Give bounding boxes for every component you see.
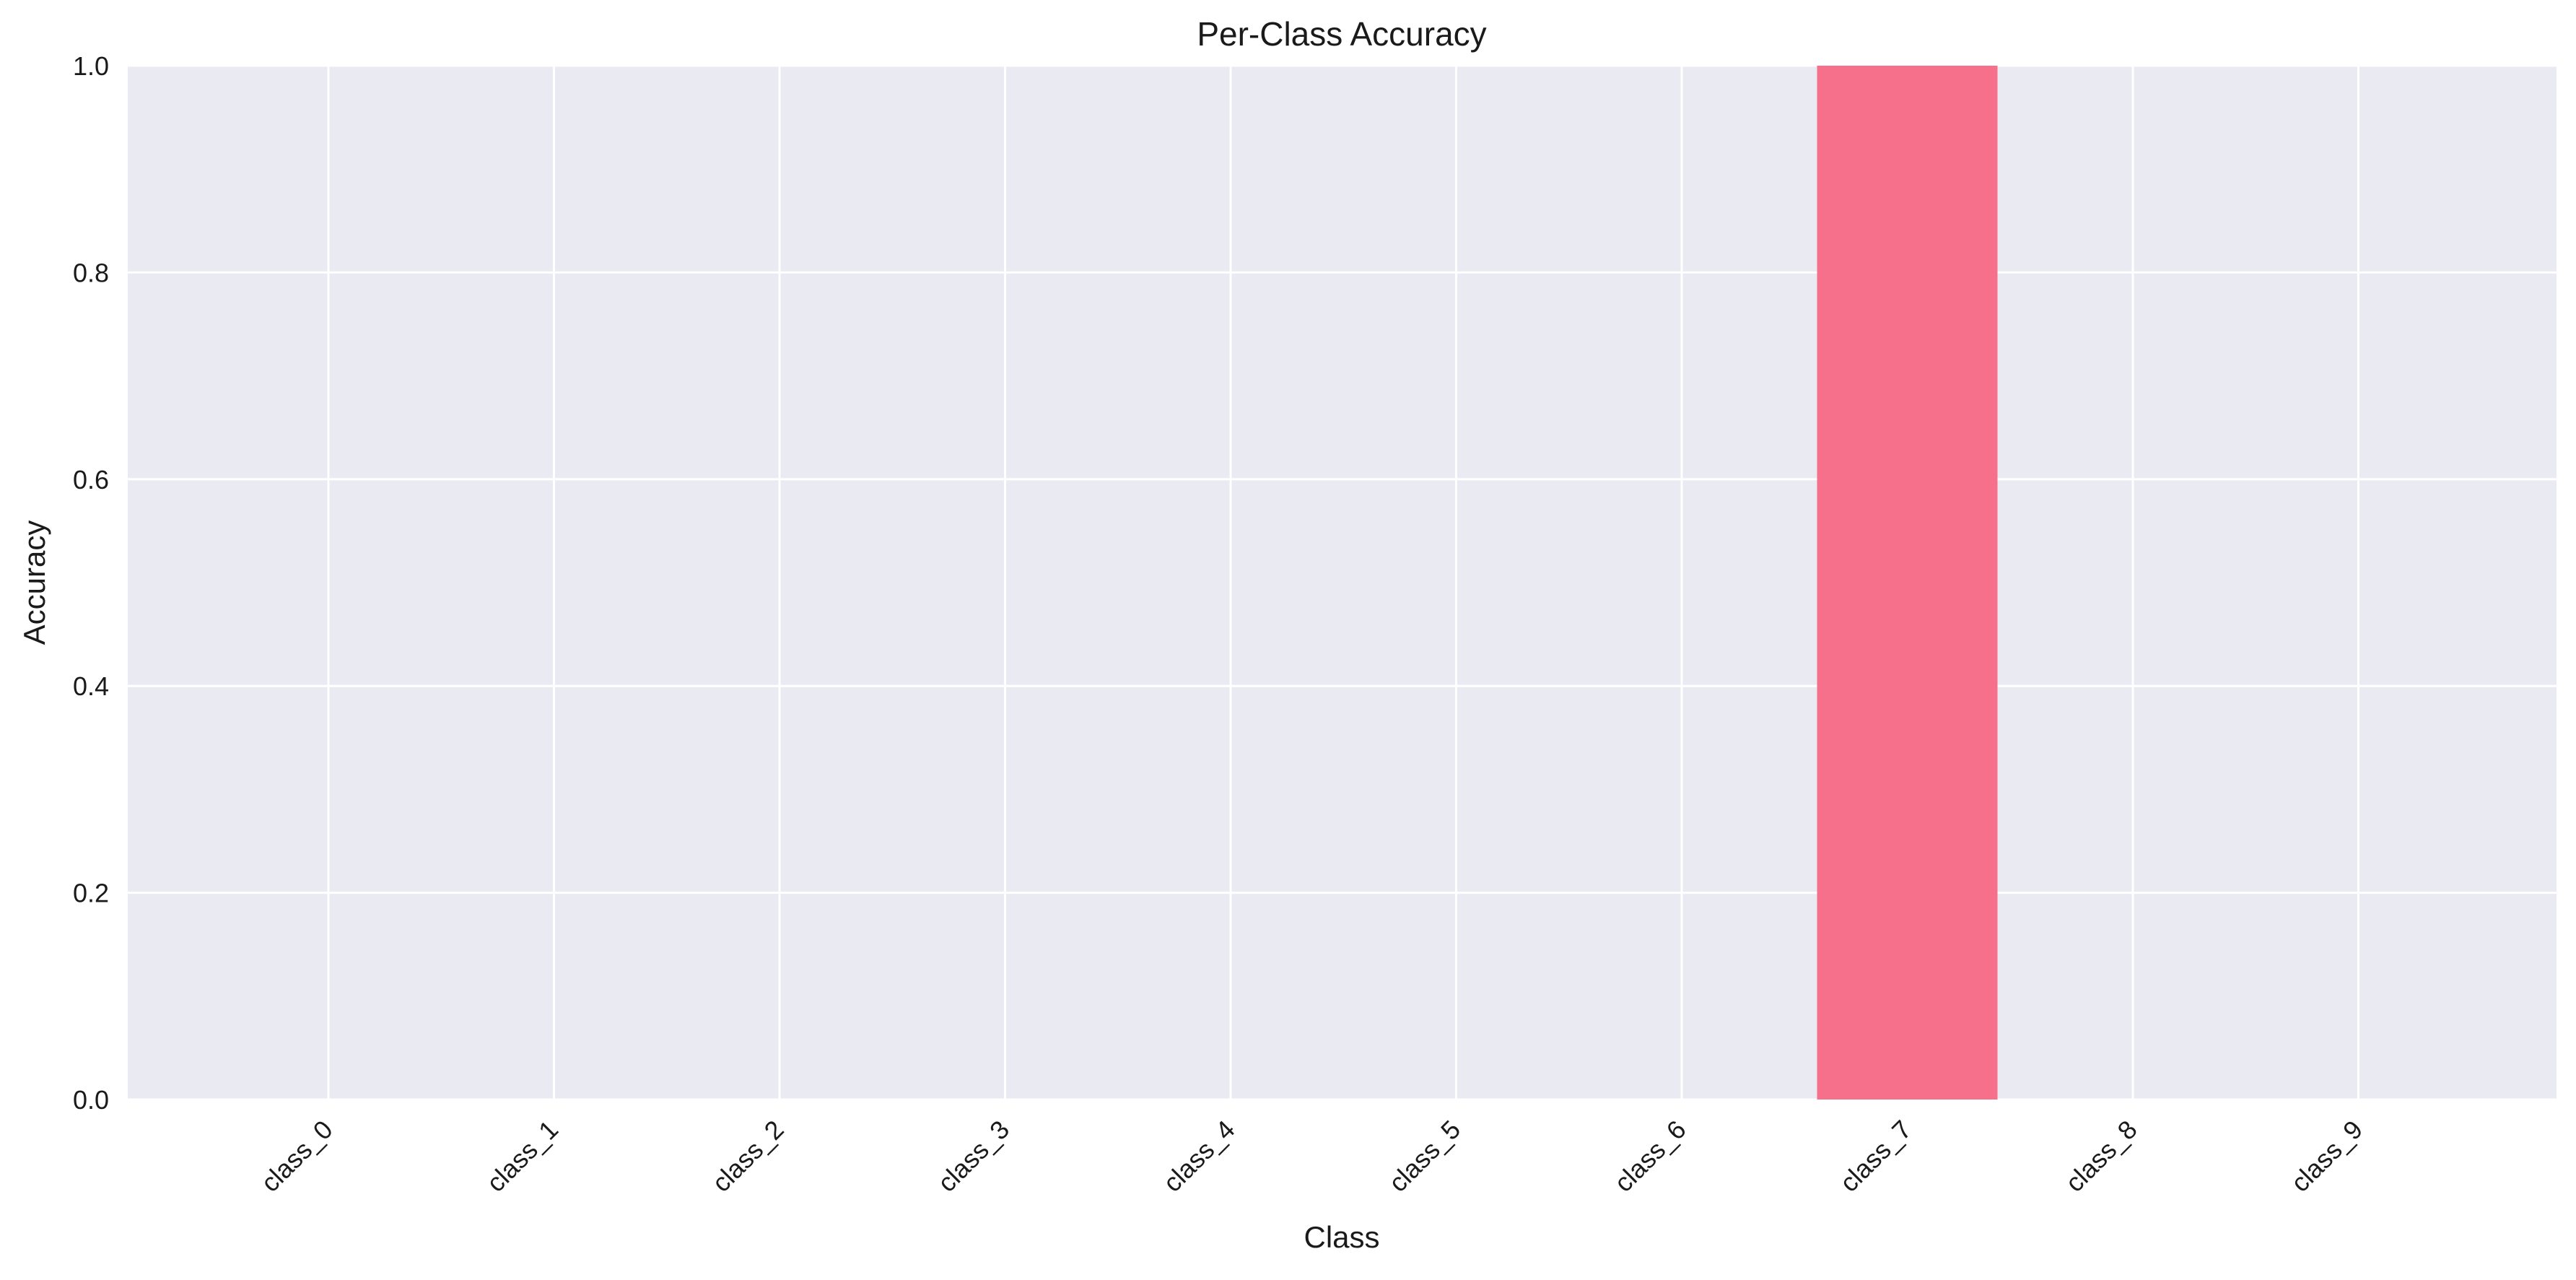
y-axis-label: Accuracy (17, 521, 51, 645)
x-tick-labels: class_0 class_1 class_2 class_3 class_4 class… (255, 1115, 2368, 1198)
y-tick-label: 0.6 (73, 465, 109, 495)
x-tick-label: class_3 (932, 1115, 1015, 1198)
x-tick-label: class_1 (481, 1115, 564, 1198)
x-tick-label: class_9 (2285, 1115, 2368, 1198)
y-tick-label: 1.0 (73, 51, 109, 81)
x-tick-label: class_6 (1608, 1115, 1691, 1198)
chart-title: Per-Class Accuracy (1197, 15, 1486, 53)
x-tick-label: class_5 (1383, 1115, 1466, 1198)
bars (1817, 66, 1998, 1100)
x-tick-label: class_0 (255, 1115, 338, 1198)
x-tick-label: class_8 (2059, 1115, 2142, 1198)
y-tick-label: 0.8 (73, 258, 109, 287)
x-tick-label: class_4 (1157, 1115, 1240, 1198)
bar-class_7 (1817, 66, 1998, 1100)
x-tick-label: class_7 (1834, 1115, 1917, 1198)
y-tick-label: 0.4 (73, 671, 109, 701)
plot-background (128, 66, 2557, 1100)
y-tick-label: 0.2 (73, 879, 109, 908)
x-axis-label: Class (1304, 1220, 1379, 1254)
y-tick-label: 0.0 (73, 1085, 109, 1115)
x-tick-label: class_2 (706, 1115, 789, 1198)
y-tick-labels: 0.0 0.2 0.4 0.6 0.8 1.0 (73, 51, 109, 1115)
